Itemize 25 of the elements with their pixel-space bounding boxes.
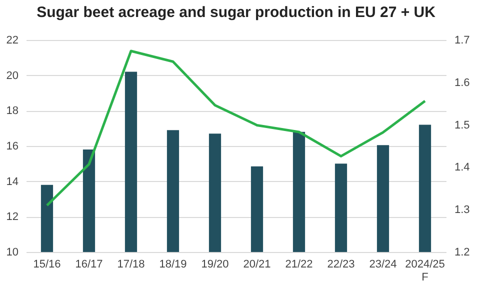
x-tick-label: 2024/25 F xyxy=(405,258,445,284)
x-tick-label: 18/19 xyxy=(159,258,187,270)
x-tick-label: 22/23 xyxy=(327,258,355,270)
y-tick-label: 16 xyxy=(6,140,18,152)
x-tick-label: 19/20 xyxy=(201,258,229,270)
y2-tick-label: 1.3 xyxy=(454,204,470,216)
line-series xyxy=(46,50,426,207)
x-tick-label: 17/18 xyxy=(117,258,145,270)
x-tick-label: 21/22 xyxy=(285,258,313,270)
y-tick-label: 20 xyxy=(6,70,18,82)
x-tick-label: 20/21 xyxy=(243,258,271,270)
y-tick-label: 18 xyxy=(6,105,18,118)
x-tick-label: 16/17 xyxy=(75,258,103,270)
chart-title: Sugar beet acreage and sugar production in EU 27 + UK xyxy=(36,4,436,21)
y2-tick-label: 1.2 xyxy=(454,246,470,258)
y-tick-label: 22 xyxy=(6,34,18,46)
y2-tick-label: 1.7 xyxy=(454,34,470,46)
y-tick-label: 10 xyxy=(6,246,18,258)
y2-tick-label: 1.5 xyxy=(454,119,470,132)
y2-tick-label: 1.4 xyxy=(454,162,470,174)
y2-tick-label: 1.6 xyxy=(454,76,470,89)
x-tick-label: 23/24 xyxy=(369,258,397,270)
x-tick-label: 15/16 xyxy=(33,258,61,270)
y-tick-label: 14 xyxy=(6,176,18,188)
y-tick-label: 12 xyxy=(6,211,18,224)
